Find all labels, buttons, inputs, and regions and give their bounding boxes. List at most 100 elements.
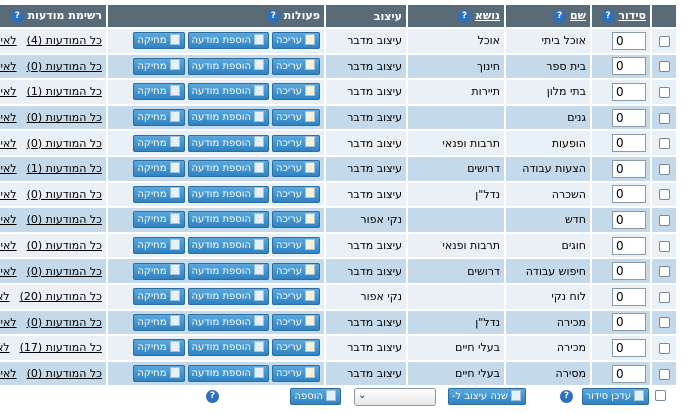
pending-approval-link[interactable]: לאישור (1): [0, 85, 17, 99]
order-input[interactable]: 0: [612, 108, 646, 127]
all-ads-link[interactable]: כל המודעות (0): [26, 59, 102, 73]
edit-button[interactable]: עריכה: [272, 57, 320, 75]
all-ads-link[interactable]: כל המודעות (0): [26, 187, 102, 201]
add-ad-button[interactable]: הוספת מודעה: [187, 313, 270, 331]
pending-approval-link[interactable]: לאישור (0): [0, 111, 17, 125]
order-input[interactable]: 0: [612, 210, 646, 229]
order-input[interactable]: 0: [612, 287, 646, 306]
update-order-button[interactable]: עדכן סידור: [581, 388, 649, 405]
help-icon[interactable]: ?: [560, 390, 573, 403]
help-icon[interactable]: ?: [10, 9, 24, 23]
delete-button[interactable]: מחיקה: [133, 160, 185, 178]
row-checkbox[interactable]: [658, 61, 670, 73]
add-ad-button[interactable]: הוספת מודעה: [187, 365, 270, 383]
edit-button[interactable]: עריכה: [272, 237, 320, 255]
pending-approval-link[interactable]: לאישור (0): [0, 290, 10, 304]
pending-approval-link[interactable]: לאישור (0): [0, 315, 17, 329]
all-ads-link[interactable]: כל המודעות (1): [26, 85, 102, 99]
edit-button[interactable]: עריכה: [272, 32, 320, 50]
order-input[interactable]: 0: [612, 364, 646, 383]
order-input[interactable]: 0: [612, 31, 646, 50]
delete-button[interactable]: מחיקה: [133, 211, 185, 229]
order-input[interactable]: 0: [612, 185, 646, 204]
add-ad-button[interactable]: הוספת מודעה: [187, 339, 270, 357]
row-checkbox[interactable]: [658, 86, 670, 98]
order-input[interactable]: 0: [612, 82, 646, 101]
add-ad-button[interactable]: הוספת מודעה: [187, 211, 270, 229]
pending-approval-link[interactable]: לאישור (0): [0, 367, 17, 381]
row-checkbox[interactable]: [658, 112, 670, 124]
row-checkbox[interactable]: [658, 342, 670, 354]
edit-button[interactable]: עריכה: [272, 211, 320, 229]
change-design-button[interactable]: שנה עיצוב ל-: [447, 388, 526, 405]
help-icon[interactable]: ?: [266, 9, 280, 23]
order-sort-link[interactable]: סידור: [618, 9, 646, 23]
help-icon[interactable]: ?: [206, 390, 219, 403]
order-input[interactable]: 0: [612, 313, 646, 332]
select-all-checkbox-box[interactable]: [655, 389, 666, 401]
help-icon[interactable]: ?: [601, 9, 615, 23]
edit-button[interactable]: עריכה: [272, 339, 320, 357]
delete-button[interactable]: מחיקה: [133, 134, 185, 152]
pending-approval-link[interactable]: לאישור (2): [0, 34, 17, 48]
add-ad-button[interactable]: הוספת מודעה: [187, 262, 270, 280]
add-ad-button[interactable]: הוספת מודעה: [187, 57, 270, 75]
select-all-checkbox[interactable]: [655, 388, 666, 401]
delete-button[interactable]: מחיקה: [133, 57, 185, 75]
edit-button[interactable]: עריכה: [272, 185, 320, 203]
add-ad-button[interactable]: הוספת מודעה: [187, 109, 270, 127]
row-checkbox[interactable]: [658, 189, 670, 201]
order-input[interactable]: 0: [612, 262, 646, 281]
add-ad-button[interactable]: הוספת מודעה: [187, 83, 270, 101]
help-icon[interactable]: ?: [458, 9, 472, 23]
delete-button[interactable]: מחיקה: [133, 339, 185, 357]
order-input[interactable]: 0: [612, 236, 646, 255]
all-ads-link[interactable]: כל המודעות (1): [26, 162, 102, 176]
order-input[interactable]: 0: [612, 134, 646, 153]
delete-button[interactable]: מחיקה: [133, 365, 185, 383]
topic-sort-link[interactable]: נושא: [474, 9, 500, 23]
delete-button[interactable]: מחיקה: [133, 262, 185, 280]
delete-button[interactable]: מחיקה: [133, 313, 185, 331]
pending-approval-link[interactable]: לאישור (0): [0, 264, 17, 278]
all-ads-link[interactable]: כל המודעות (0): [26, 213, 102, 227]
order-input[interactable]: 0: [612, 338, 646, 357]
delete-button[interactable]: מחיקה: [133, 185, 185, 203]
row-checkbox[interactable]: [658, 138, 670, 150]
add-ad-button[interactable]: הוספת מודעה: [187, 185, 270, 203]
edit-button[interactable]: עריכה: [272, 262, 320, 280]
edit-button[interactable]: עריכה: [272, 109, 320, 127]
add-ad-button[interactable]: הוספת מודעה: [187, 32, 270, 50]
pending-approval-link[interactable]: לאישור (0): [0, 213, 17, 227]
design-select[interactable]: ⌄: [354, 388, 436, 406]
edit-button[interactable]: עריכה: [272, 134, 320, 152]
pending-approval-link[interactable]: לאישור (0): [0, 136, 17, 150]
edit-button[interactable]: עריכה: [272, 365, 320, 383]
pending-approval-link[interactable]: לאישור (0): [0, 239, 17, 253]
pending-approval-link[interactable]: לאישור (2): [0, 341, 10, 355]
pending-approval-link[interactable]: לאישור (0): [0, 187, 17, 201]
edit-button[interactable]: עריכה: [272, 313, 320, 331]
add-ad-button[interactable]: הוספת מודעה: [187, 160, 270, 178]
name-sort-link[interactable]: שם: [569, 9, 586, 23]
order-input[interactable]: 0: [612, 159, 646, 178]
all-ads-link[interactable]: כל המודעות (20): [19, 290, 102, 304]
topic-column-header[interactable]: נושא ?: [408, 5, 504, 27]
all-ads-link[interactable]: כל המודעות (0): [26, 239, 102, 253]
row-checkbox[interactable]: [658, 35, 670, 47]
order-input[interactable]: 0: [612, 57, 646, 76]
help-icon[interactable]: ?: [553, 9, 567, 23]
delete-button[interactable]: מחיקה: [133, 237, 185, 255]
edit-button[interactable]: עריכה: [272, 160, 320, 178]
all-ads-link[interactable]: כל המודעות (0): [26, 264, 102, 278]
row-checkbox[interactable]: [658, 240, 670, 252]
row-checkbox[interactable]: [658, 368, 670, 380]
row-checkbox[interactable]: [658, 214, 670, 226]
row-checkbox[interactable]: [658, 266, 670, 278]
name-column-header[interactable]: שם ?: [506, 5, 590, 27]
delete-button[interactable]: מחיקה: [133, 109, 185, 127]
delete-button[interactable]: מחיקה: [133, 288, 185, 306]
edit-button[interactable]: עריכה: [272, 83, 320, 101]
all-ads-link[interactable]: כל המודעות (4): [26, 34, 102, 48]
add-board-button[interactable]: הוספה: [290, 388, 341, 405]
